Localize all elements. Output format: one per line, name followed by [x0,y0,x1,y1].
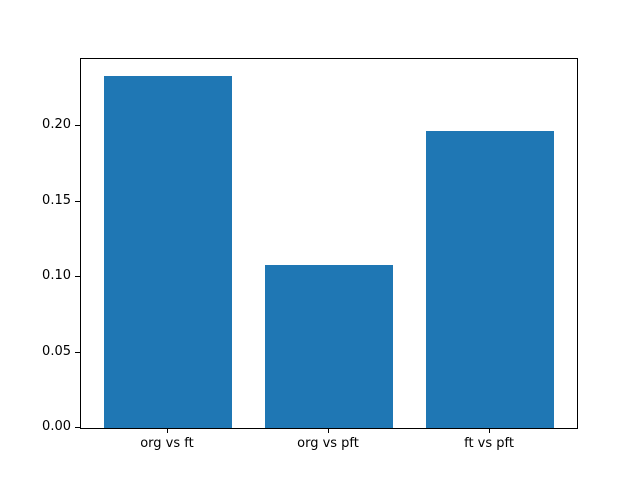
y-tick-mark [75,200,80,202]
x-tick-mark [489,428,491,433]
y-tick-label: 0.20 [42,117,71,133]
y-tick-mark [75,276,80,278]
bar-org-vs-ft [103,76,233,428]
y-tick-mark [75,125,80,127]
x-tick-label: org vs ft [140,436,194,451]
x-tick-mark [166,428,168,433]
plot-area [80,58,578,429]
x-tick-mark [328,428,329,433]
x-tick-label: ft vs pft [464,436,514,451]
y-tick-label: 0.15 [42,192,71,208]
y-tick-label: 0.05 [42,343,71,359]
y-tick-label: 0.00 [42,419,71,434]
y-tick-mark [75,351,80,353]
bar-ft-vs-pft [425,130,555,428]
bar-org-vs-pft [264,264,394,428]
y-tick-label: 0.10 [42,268,71,284]
x-tick-label: org vs pft [297,436,359,451]
y-tick-mark [75,427,80,428]
